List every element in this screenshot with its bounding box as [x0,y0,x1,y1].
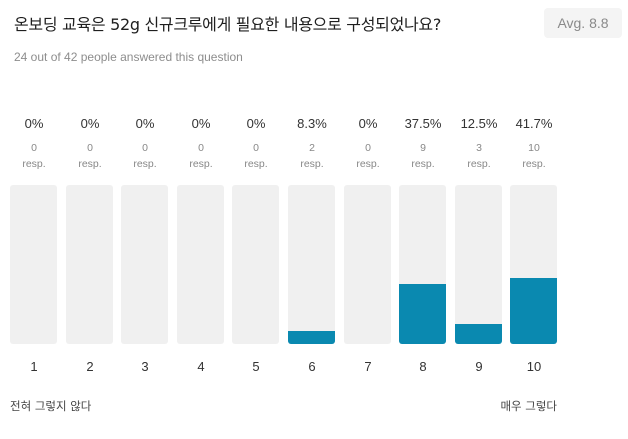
bar-percent-label: 41.7% [515,116,553,131]
bar-count-label: 0 [87,142,93,154]
bar-track[interactable] [10,185,57,344]
bar-percent-label: 8.3% [297,116,327,131]
x-tick-label: 2 [86,359,94,374]
bar-count-unit: resp. [300,158,324,170]
x-tick-label: 3 [141,359,149,374]
bar-count-label: 0 [31,142,37,154]
bar-count-label: 2 [309,142,315,154]
bar-track[interactable] [121,185,168,344]
bar-count-label: 9 [420,142,426,154]
x-tick-label: 7 [364,359,372,374]
bar-count-unit: resp. [22,158,46,170]
bar-fill [455,324,502,344]
bar-fill [399,284,446,344]
bar-track[interactable] [344,185,391,344]
bar-count-unit: resp. [78,158,102,170]
x-tick-label: 9 [475,359,483,374]
question-title: 온보딩 교육은 52g 신규크루에게 필요한 내용으로 구성되었나요? [14,15,442,34]
bar-count-unit: resp. [467,158,491,170]
x-tick-label: 6 [308,359,316,374]
bar-count-unit: resp. [411,158,435,170]
scale-low-label: 전혀 그렇지 않다 [10,399,92,413]
x-tick-label: 5 [252,359,260,374]
bar-percent-label: 0% [191,116,211,131]
bar-count-unit: resp. [244,158,268,170]
bar-track[interactable] [510,185,557,344]
bar-count-label: 0 [253,142,259,154]
scale-high-label: 매우 그렇다 [500,399,557,413]
bar-track[interactable] [177,185,224,344]
bar-percent-label: 0% [80,116,100,131]
bar-count-unit: resp. [356,158,380,170]
bar-track[interactable] [455,185,502,344]
bar-count-label: 0 [365,142,371,154]
bar-percent-label: 0% [135,116,155,131]
bar-fill [288,330,335,344]
bar-percent-label: 0% [358,116,378,131]
bar-count-label: 10 [528,142,540,154]
bar-track[interactable] [66,185,113,344]
bar-percent-label: 37.5% [404,116,442,131]
answered-count-text: 24 out of 42 people answered this questi… [14,50,243,64]
bar-count-unit: resp. [522,158,546,170]
bar-track[interactable] [232,185,279,344]
x-tick-label: 4 [197,359,205,374]
x-tick-label: 1 [30,359,38,374]
x-tick-label: 8 [419,359,427,374]
bar-track[interactable] [399,185,446,344]
bar-count-label: 0 [198,142,204,154]
bar-percent-label: 0% [24,116,44,131]
average-badge: Avg. 8.8 [544,8,622,38]
bar-percent-label: 0% [246,116,266,131]
bar-track[interactable] [288,185,335,344]
bar-count-label: 0 [142,142,148,154]
bar-count-label: 3 [476,142,482,154]
bar-fill [510,277,557,344]
bar-count-unit: resp. [189,158,213,170]
bar-count-unit: resp. [133,158,157,170]
x-tick-label: 10 [526,359,542,374]
bar-percent-label: 12.5% [460,116,498,131]
